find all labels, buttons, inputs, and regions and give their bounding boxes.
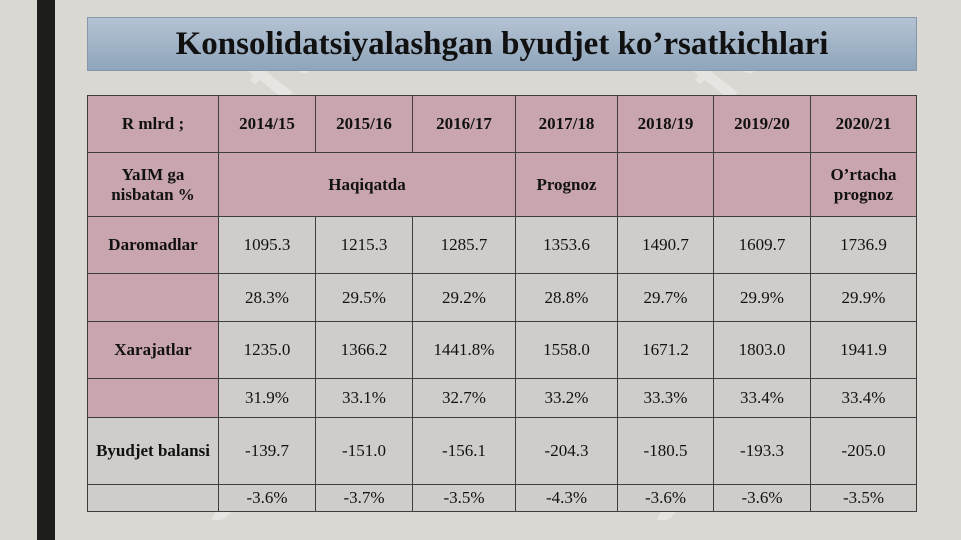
table-cell: -205.0	[810, 417, 917, 485]
table-cell: -4.3%	[515, 484, 618, 512]
table-cell: -139.7	[218, 417, 316, 485]
table-cell: 1941.9	[810, 321, 917, 379]
table-row: Daromadlar 1095.3 1215.3 1285.7 1353.6 1…	[87, 216, 917, 274]
table-cell: 1609.7	[713, 216, 811, 274]
table-row: Xarajatlar 1235.0 1366.2 1441.8% 1558.0 …	[87, 321, 917, 379]
table-cell: 1671.2	[617, 321, 714, 379]
table-cell: 1490.7	[617, 216, 714, 274]
table-cell: -3.5%	[412, 484, 516, 512]
table-cell: 1366.2	[315, 321, 413, 379]
empty-header-cell	[617, 152, 714, 217]
year-header: 2015/16	[315, 95, 413, 153]
year-header: 2017/18	[515, 95, 618, 153]
table-cell: 33.3%	[617, 378, 714, 418]
table-cell: 1285.7	[412, 216, 516, 274]
table-cell: 1803.0	[713, 321, 811, 379]
table-cell: 1353.6	[515, 216, 618, 274]
table-row: -3.6% -3.7% -3.5% -4.3% -3.6% -3.6% -3.5…	[87, 484, 917, 512]
forecast-label: Prognoz	[515, 152, 618, 217]
table-cell: 1558.0	[515, 321, 618, 379]
actual-label: Haqiqatda	[218, 152, 516, 217]
slide-title: Konsolidatsiyalashgan byudjet ko’rsatkic…	[175, 25, 829, 62]
table-cell: -156.1	[412, 417, 516, 485]
empty-header-cell	[713, 152, 811, 217]
row-label: Daromadlar	[87, 216, 219, 274]
row-label: Byudjet balansi	[87, 417, 219, 485]
table-cell: 33.4%	[810, 378, 917, 418]
table-cell: -3.5%	[810, 484, 917, 512]
table-cell: 29.7%	[617, 273, 714, 322]
table-row: 28.3% 29.5% 29.2% 28.8% 29.7% 29.9% 29.9…	[87, 273, 917, 322]
table-cell: 29.9%	[713, 273, 811, 322]
year-header: 2019/20	[713, 95, 811, 153]
table-cell: -3.7%	[315, 484, 413, 512]
table-cell: 1736.9	[810, 216, 917, 274]
table-subheader-row: YaIM ga nisbatan % Haqiqatda Prognoz O’r…	[87, 152, 917, 217]
table-cell: -204.3	[515, 417, 618, 485]
slide-title-box: Konsolidatsiyalashgan byudjet ko’rsatkic…	[87, 17, 917, 71]
row-label: Xarajatlar	[87, 321, 219, 379]
table-cell: 28.3%	[218, 273, 316, 322]
row-label	[87, 484, 219, 512]
ratio-label: YaIM ga nisbatan %	[87, 152, 219, 217]
table-cell: 1215.3	[315, 216, 413, 274]
year-header: 2020/21	[810, 95, 917, 153]
table-cell: 33.2%	[515, 378, 618, 418]
row-label	[87, 273, 219, 322]
table-row: Byudjet balansi -139.7 -151.0 -156.1 -20…	[87, 417, 917, 485]
left-accent-bar	[37, 0, 55, 540]
table-cell: 1095.3	[218, 216, 316, 274]
table-cell: -3.6%	[218, 484, 316, 512]
avg-forecast-label: O’rtacha prognoz	[810, 152, 917, 217]
table-cell: 33.4%	[713, 378, 811, 418]
row-label	[87, 378, 219, 418]
table-cell: 29.9%	[810, 273, 917, 322]
table-cell: 28.8%	[515, 273, 618, 322]
table-cell: -180.5	[617, 417, 714, 485]
year-header: 2016/17	[412, 95, 516, 153]
corner-cell: R mlrd ;	[87, 95, 219, 153]
table-cell: 32.7%	[412, 378, 516, 418]
table-cell: -151.0	[315, 417, 413, 485]
table-cell: -193.3	[713, 417, 811, 485]
table-cell: 33.1%	[315, 378, 413, 418]
table-cell: 31.9%	[218, 378, 316, 418]
table-cell: 29.5%	[315, 273, 413, 322]
table-cell: -3.6%	[713, 484, 811, 512]
table-row: 31.9% 33.1% 32.7% 33.2% 33.3% 33.4% 33.4…	[87, 378, 917, 418]
year-header: 2018/19	[617, 95, 714, 153]
table-cell: 1441.8%	[412, 321, 516, 379]
table-header-row: R mlrd ; 2014/15 2015/16 2016/17 2017/18…	[87, 95, 917, 153]
table-cell: 1235.0	[218, 321, 316, 379]
budget-table: R mlrd ; 2014/15 2015/16 2016/17 2017/18…	[87, 95, 917, 512]
table-cell: 29.2%	[412, 273, 516, 322]
year-header: 2014/15	[218, 95, 316, 153]
table-cell: -3.6%	[617, 484, 714, 512]
